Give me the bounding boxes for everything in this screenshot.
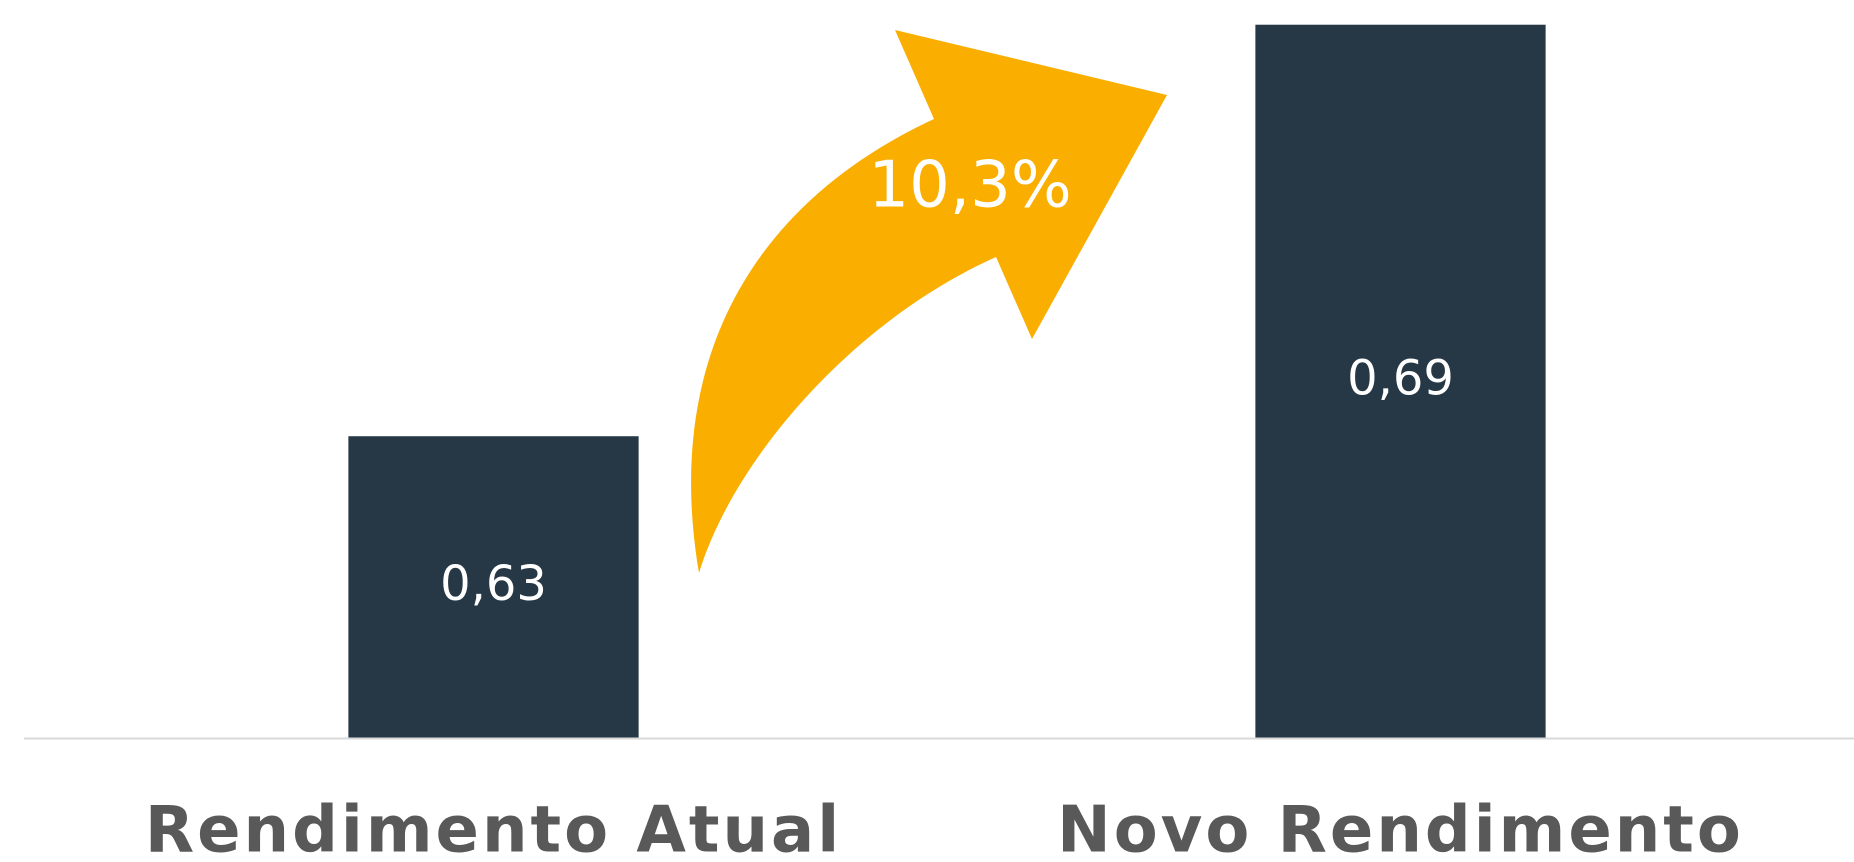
value-label: 0,63	[440, 556, 547, 612]
value-label: 0,69	[1347, 350, 1454, 406]
growth-arrow	[691, 30, 1167, 573]
x-tick-label: Novo Rendimento	[1057, 794, 1744, 862]
x-tick-label: Rendimento Atual	[145, 794, 842, 862]
bar	[348, 436, 639, 738]
bar	[1255, 24, 1546, 739]
annotation: 10,3%	[868, 149, 1071, 223]
